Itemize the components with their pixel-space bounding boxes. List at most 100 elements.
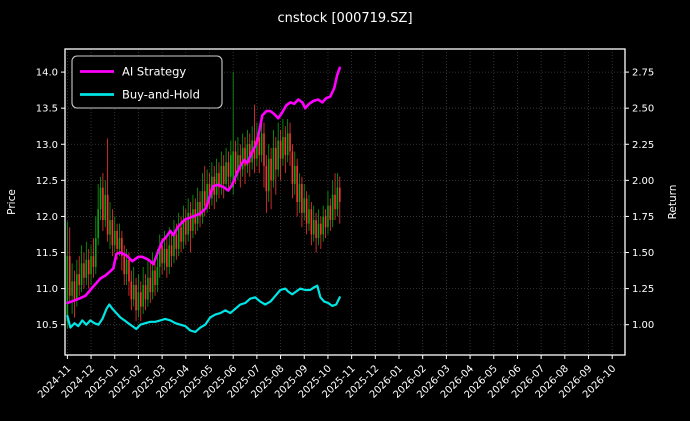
candle-body [277, 140, 279, 170]
candle-body [68, 256, 71, 296]
candle-body [121, 238, 123, 257]
candle-body [284, 137, 287, 156]
candle-body [71, 281, 73, 296]
candle-body [118, 238, 121, 249]
plot-frame [64, 48, 626, 356]
candle-body [301, 183, 303, 213]
candle-body [322, 216, 325, 235]
candle-body [149, 277, 152, 293]
candle-body [218, 173, 220, 188]
candle-body [244, 147, 246, 166]
candle-body [317, 223, 320, 239]
return-tick-label: 2.75 [632, 68, 654, 79]
candle-body [199, 202, 201, 217]
candle-body [230, 155, 232, 177]
candle-body [296, 165, 298, 202]
return-tick-label: 2.00 [632, 176, 654, 187]
candle-body [128, 259, 130, 282]
candle-body [99, 187, 102, 210]
return-tick-label: 1.75 [632, 212, 654, 223]
candle-body [232, 151, 234, 188]
series-layer [66, 66, 342, 333]
candles-layer [66, 72, 341, 329]
candle-body [140, 292, 142, 307]
candle-body [85, 259, 88, 278]
legend: AI Strategy Buy-and-Hold [71, 55, 223, 109]
y-axis-label-price: Price [6, 189, 18, 215]
candle-body [270, 158, 272, 181]
legend-label-ai-strategy: AI Strategy [122, 65, 186, 79]
return-tick-label: 1.00 [632, 320, 654, 331]
candle-body [113, 230, 116, 246]
candle-body [237, 155, 239, 174]
candle-body [312, 220, 315, 235]
candle-body [279, 140, 282, 159]
candle-body [225, 162, 227, 184]
candle-body [177, 227, 180, 249]
candle-body [248, 144, 251, 163]
candle-body [293, 165, 296, 184]
candle-body [258, 137, 261, 156]
candle-body [336, 187, 339, 210]
candle-body [135, 284, 137, 311]
candle-body [282, 137, 284, 159]
return-tick-label: 2.50 [632, 104, 654, 115]
candle-body [66, 256, 69, 322]
candle-body [315, 220, 317, 239]
candle-body [310, 209, 313, 235]
candle-body [308, 209, 310, 224]
price-tick-label: 11.0 [36, 284, 58, 295]
candle-body [331, 194, 334, 221]
candle-body [182, 220, 185, 242]
candle-body [97, 209, 99, 239]
candle-body [92, 256, 95, 267]
candle-body [170, 245, 173, 257]
candle-body [234, 151, 237, 174]
candle-body [206, 183, 208, 206]
candle-body [116, 230, 118, 249]
y-axis-label-return: Return [667, 185, 679, 220]
ai-strategy-line [66, 66, 342, 305]
candle-body [132, 284, 135, 300]
candle-body [168, 245, 171, 267]
candle-body [166, 248, 168, 267]
candle-body [222, 165, 225, 184]
candle-body [158, 245, 161, 267]
price-tick-label: 12.0 [36, 212, 58, 223]
candle-body [196, 202, 199, 224]
candle-body [289, 133, 291, 152]
candle-body [327, 205, 329, 228]
buy-and-hold-line [66, 284, 341, 333]
price-tick-label: 12.5 [36, 176, 58, 187]
legend-label-buy-and-hold: Buy-and-Hold [122, 88, 200, 102]
candle-body [173, 234, 175, 257]
candle-body [94, 238, 97, 267]
candle-body [320, 223, 322, 235]
candle-body [329, 205, 332, 221]
candle-body [144, 284, 147, 300]
candle-body [298, 183, 301, 202]
candle-body [246, 144, 249, 166]
return-tick-label: 1.25 [632, 284, 654, 295]
candle-body [83, 263, 85, 278]
candle-body [286, 133, 289, 156]
candle-body [265, 165, 268, 192]
candle-body [130, 281, 133, 300]
candle-body [189, 212, 192, 231]
candle-body [90, 256, 92, 275]
candle-body [87, 259, 90, 275]
candle-body [151, 270, 154, 293]
candle-body [241, 147, 244, 170]
candle-body [303, 198, 306, 213]
candle-body [104, 194, 107, 221]
candle-body [180, 227, 182, 242]
candle-body [154, 270, 156, 285]
candle-body [137, 292, 140, 311]
candle-body [305, 198, 308, 224]
candle-body [220, 165, 223, 188]
candle-body [208, 183, 211, 199]
candle-body [185, 220, 187, 235]
candle-body [161, 245, 163, 264]
candle-body [187, 212, 189, 235]
candle-body [142, 284, 144, 307]
